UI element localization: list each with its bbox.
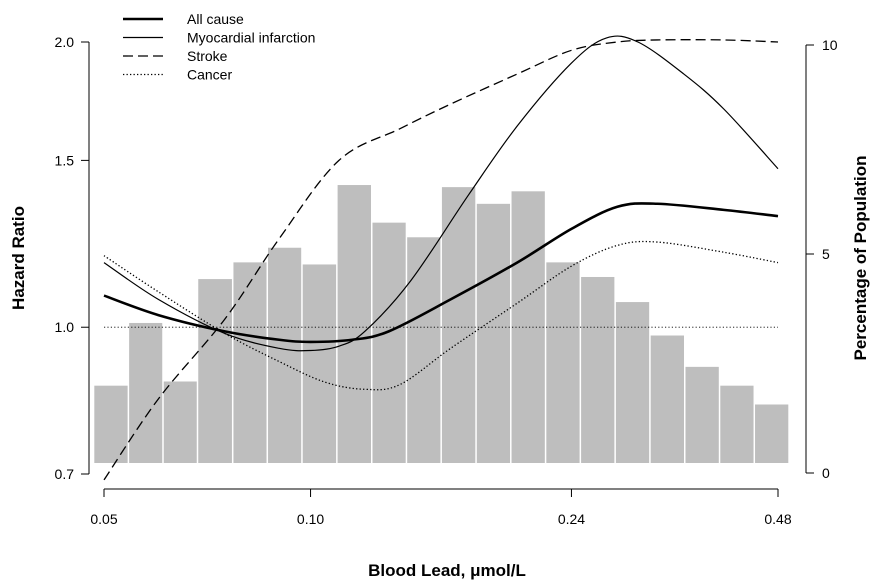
- x-tick-label: 0.24: [558, 511, 585, 527]
- histogram-bar: [94, 385, 128, 463]
- legend-item: Cancer: [123, 67, 232, 83]
- legend-label: Cancer: [187, 67, 232, 83]
- legend-item: Stroke: [123, 48, 228, 64]
- legend-label: Myocardial infarction: [187, 30, 315, 46]
- x-tick-label: 0.10: [297, 511, 324, 527]
- histogram-bar: [720, 385, 754, 463]
- y2-tick-label: 10: [822, 37, 838, 53]
- y2-tick-label: 0: [822, 465, 830, 481]
- y2-axis: 0 5 10: [805, 37, 838, 481]
- series-lines: [103, 35, 779, 481]
- legend-item: Myocardial infarction: [123, 30, 315, 46]
- x-axis-title: Blood Lead, μmol/L: [368, 561, 526, 580]
- y-tick-label: 1.0: [55, 319, 75, 335]
- histogram-bar: [581, 276, 615, 463]
- legend: All cause Myocardial infarction Stroke Canc…: [123, 11, 315, 83]
- histogram-bar: [163, 381, 197, 463]
- histogram-bar: [650, 335, 684, 463]
- histogram-bar: [233, 262, 267, 463]
- histogram-bar: [441, 187, 476, 463]
- series-line-all-cause: [103, 202, 779, 344]
- histogram-bar: [685, 366, 719, 463]
- histogram-bar: [268, 247, 302, 463]
- histogram-bar: [337, 185, 371, 463]
- x-tick-label: 0.48: [764, 511, 791, 527]
- y2-tick-label: 5: [822, 246, 830, 262]
- y-tick-label: 1.5: [55, 152, 75, 168]
- x-axis: 0.05 0.10 0.24 0.48: [90, 488, 792, 527]
- histogram-bar: [372, 222, 406, 463]
- legend-item: All cause: [123, 11, 244, 27]
- histogram-bar: [129, 322, 163, 463]
- histogram-bar: [198, 279, 232, 463]
- y2-axis-title: Percentage of Population: [851, 156, 870, 361]
- series-line-cancer: [103, 240, 779, 391]
- series-line-myocardial-infarction: [103, 35, 779, 352]
- y-tick-label: 2.0: [55, 34, 75, 50]
- legend-label: Stroke: [187, 48, 228, 64]
- histogram-bar: [476, 203, 511, 463]
- histogram-bars: [94, 185, 789, 464]
- histogram-bar: [302, 264, 337, 463]
- legend-label: All cause: [187, 11, 244, 27]
- y-axis: 0.7 1.0 1.5 2.0: [55, 34, 90, 482]
- axes: 0.05 0.10 0.24 0.48 0.7 1.0 1.5 2.0 0 5 10: [55, 34, 838, 527]
- series-line-stroke: [103, 39, 779, 481]
- y-axis-title: Hazard Ratio: [9, 206, 28, 310]
- histogram-bar: [615, 302, 650, 463]
- x-tick-label: 0.05: [90, 511, 117, 527]
- histogram-bar: [407, 237, 441, 463]
- histogram-bar: [755, 404, 789, 463]
- histogram-bar: [546, 262, 580, 463]
- y-tick-label: 0.7: [55, 466, 75, 482]
